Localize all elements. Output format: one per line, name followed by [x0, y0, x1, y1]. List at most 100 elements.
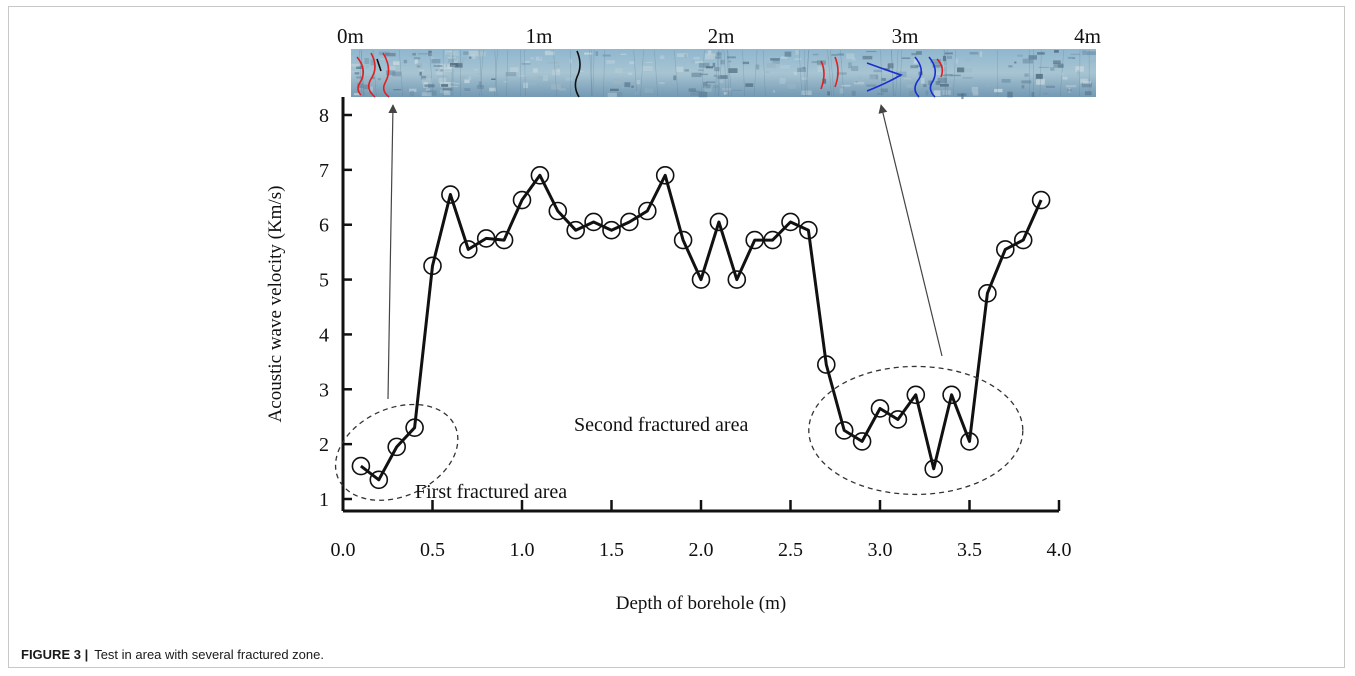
core-texture-speck: [468, 76, 472, 81]
core-texture-streak: [654, 49, 658, 97]
data-point: [494, 230, 514, 250]
core-texture-streak: [494, 49, 498, 97]
core-texture-speck: [691, 90, 700, 93]
data-point: [816, 355, 836, 374]
fracture-trace: [382, 52, 390, 98]
core-texture-speck: [642, 66, 653, 71]
core-texture-speck: [706, 81, 716, 83]
core-texture-speck: [421, 78, 433, 84]
core-scale-label-0m: 0m: [337, 24, 364, 48]
data-point: [530, 166, 550, 185]
core-texture-speck: [964, 68, 973, 73]
core-texture-streak: [943, 49, 946, 97]
core-texture-speck: [1021, 80, 1032, 84]
core-texture-speck: [622, 86, 629, 89]
core-texture-speck: [1082, 81, 1091, 84]
core-texture-streak: [1039, 49, 1042, 97]
core-texture-streak: [891, 49, 894, 97]
core-texture-streak: [830, 49, 835, 97]
core-texture-speck: [793, 71, 797, 75]
core-texture-speck: [595, 51, 599, 56]
core-texture-speck: [354, 72, 360, 75]
core-texture-speck: [607, 93, 617, 98]
core-texture-speck: [471, 54, 476, 60]
core-texture-speck: [425, 88, 430, 92]
core-texture: [351, 49, 1096, 100]
core-texture-streak: [996, 49, 998, 97]
caption-label: FIGURE 3 |: [21, 647, 89, 662]
core-texture-speck: [859, 76, 862, 82]
core-texture-speck: [524, 60, 530, 64]
core-texture-speck: [695, 61, 704, 64]
core-texture-speck: [1086, 51, 1096, 55]
core-texture-speck: [450, 65, 456, 67]
core-texture-speck: [714, 67, 720, 72]
core-texture-streak: [714, 49, 719, 97]
core-texture-speck: [644, 88, 653, 93]
core-texture-speck: [707, 50, 712, 56]
core-texture-streak: [479, 49, 483, 97]
core-texture-speck: [880, 88, 888, 93]
core-texture-speck: [1008, 65, 1013, 68]
core-texture-speck: [770, 58, 780, 61]
data-point: [566, 220, 586, 240]
core-texture-speck: [418, 69, 425, 72]
core-texture-streak: [506, 49, 509, 97]
core-texture-streak: [603, 49, 605, 97]
core-texture-streak: [880, 49, 883, 97]
core-texture-speck: [801, 77, 808, 80]
core-scale-label-2m: 2m: [708, 24, 735, 48]
x-tick-label-4.0: 4.0: [1047, 539, 1072, 561]
x-tick-label-2.0: 2.0: [689, 539, 714, 561]
x-tick-label-3.5: 3.5: [957, 539, 982, 561]
core-texture-speck: [433, 65, 443, 67]
core-texture-speck: [421, 92, 432, 97]
data-point: [512, 190, 532, 210]
core-texture-speck: [794, 58, 802, 60]
core-texture-speck: [457, 60, 464, 63]
core-texture-streak: [753, 49, 758, 97]
core-texture-speck: [699, 73, 708, 76]
core-texture-speck: [419, 71, 422, 76]
core-texture-speck: [916, 65, 921, 67]
core-texture-speck: [923, 84, 927, 88]
core-scale-labels: 0m 1m 2m 3m 4m: [337, 24, 1101, 48]
core-texture-speck: [363, 84, 370, 90]
core-texture-speck: [535, 56, 543, 61]
core-texture-speck: [906, 84, 913, 88]
core-texture-speck: [948, 83, 953, 88]
core-texture-speck: [351, 63, 360, 67]
core-texture-speck: [409, 90, 414, 97]
data-point: [584, 212, 603, 232]
core-scale-label-4m: 4m: [1074, 24, 1101, 48]
core-texture-speck: [635, 91, 638, 95]
core-texture-streak: [798, 49, 803, 97]
data-point: [727, 270, 747, 289]
data-point: [458, 240, 478, 259]
core-texture-speck: [459, 75, 467, 80]
core-texture-speck: [454, 63, 463, 68]
core-texture-speck: [935, 71, 946, 75]
fracture-trace: [834, 56, 839, 88]
core-texture-speck: [1068, 87, 1071, 93]
core-texture-speck: [491, 78, 496, 80]
fracture-trace: [376, 58, 382, 72]
core-texture-speck: [1037, 52, 1045, 55]
core-texture-speck: [393, 61, 400, 65]
core-texture-streak: [1079, 49, 1081, 97]
core-texture-speck: [802, 66, 806, 69]
core-texture-speck: [443, 90, 451, 96]
core-texture-speck: [489, 87, 496, 92]
core-texture-speck: [1077, 70, 1080, 76]
core-texture-speck: [436, 71, 445, 75]
core-texture-speck: [454, 57, 458, 61]
core-texture-speck: [693, 56, 700, 60]
core-texture-speck: [441, 84, 449, 87]
data-point: [691, 270, 711, 289]
core-texture-speck: [1022, 58, 1034, 64]
core-texture-speck: [528, 81, 537, 85]
core-texture-streak: [592, 49, 595, 97]
figure-caption: FIGURE 3 | Test in area with several frac…: [21, 647, 1341, 662]
annotations: First fractured area Second fractured are…: [334, 104, 1024, 503]
core-texture-speck: [1050, 67, 1055, 71]
